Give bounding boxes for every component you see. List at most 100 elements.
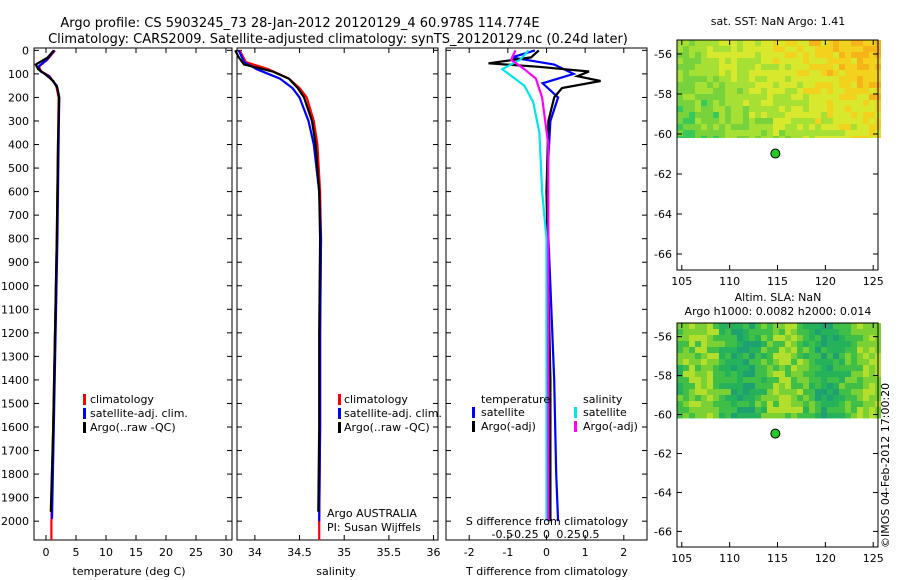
map-cell <box>821 112 827 118</box>
map-cell <box>851 46 857 52</box>
map-cell <box>761 401 767 407</box>
map-cell <box>689 94 695 100</box>
map-cell <box>677 118 683 124</box>
map-cell <box>701 359 707 365</box>
map-cell <box>683 76 689 82</box>
map-cell <box>755 124 761 130</box>
map-cell <box>761 365 767 371</box>
map-cell <box>695 124 701 130</box>
map-cell <box>755 76 761 82</box>
plot-frame <box>33 47 233 541</box>
map-cell <box>695 341 701 347</box>
map-cell <box>677 389 683 395</box>
map-cell <box>773 52 779 58</box>
map-cell <box>731 395 737 401</box>
map-cell <box>761 335 767 341</box>
map-cell <box>755 323 761 329</box>
map-cell <box>857 124 863 130</box>
map-cell <box>713 112 719 118</box>
map-cell <box>677 136 683 138</box>
map-cell <box>743 347 749 353</box>
map-cell <box>797 383 803 389</box>
map-cell <box>821 106 827 112</box>
map-cell <box>851 112 857 118</box>
sla-map-subtitle: Argo h1000: 0.0082 h2000: 0.014 <box>685 305 872 318</box>
map-cell <box>683 112 689 118</box>
map-cell <box>743 413 749 419</box>
map-cell <box>773 323 779 329</box>
salinity-xlabel: salinity <box>316 565 356 578</box>
map-cell <box>755 88 761 94</box>
map-cell <box>743 76 749 82</box>
map-cell <box>851 401 857 407</box>
map-cell <box>689 383 695 389</box>
map-cell <box>791 329 797 335</box>
map-cell <box>695 365 701 371</box>
map-cell <box>785 377 791 383</box>
map-cell <box>701 407 707 413</box>
map-cell <box>719 401 725 407</box>
map-cell <box>857 94 863 100</box>
map-cell <box>779 130 785 136</box>
map-cell <box>701 94 707 100</box>
map-cell <box>827 112 833 118</box>
map-cell <box>701 347 707 353</box>
map-cell <box>845 76 851 82</box>
map-cell <box>779 407 785 413</box>
map-cell <box>827 341 833 347</box>
map-cell <box>839 347 845 353</box>
map-cell <box>869 124 875 130</box>
map-cell <box>683 88 689 94</box>
map-cell <box>797 58 803 64</box>
map-cell <box>839 341 845 347</box>
map-cell <box>737 76 743 82</box>
map-cell <box>749 389 755 395</box>
map-cell <box>845 377 851 383</box>
map-cell <box>803 365 809 371</box>
map-cell <box>773 40 779 46</box>
map-cell <box>689 136 695 138</box>
map-cell <box>743 401 749 407</box>
map-cell <box>803 124 809 130</box>
map-cell <box>785 383 791 389</box>
y-tick-label: 500 <box>8 162 29 175</box>
x-tick-label: -2 <box>464 546 475 559</box>
map-cell <box>731 94 737 100</box>
s-tick-label: 0.25 <box>556 528 581 541</box>
map-cell <box>701 100 707 106</box>
map-cell <box>791 413 797 419</box>
map-cell <box>719 130 725 136</box>
map-cell <box>737 58 743 64</box>
y-tick-label: 1100 <box>1 303 29 316</box>
map-cell <box>845 371 851 377</box>
map-cell <box>713 335 719 341</box>
map-cell <box>725 82 731 88</box>
map-cell <box>803 136 809 138</box>
map-cell <box>683 335 689 341</box>
map-cell <box>863 124 869 130</box>
map-cell <box>869 118 875 124</box>
map-cell <box>719 377 725 383</box>
map-cell <box>863 70 869 76</box>
map-cell <box>677 323 683 329</box>
map-cell <box>695 52 701 58</box>
map-cell <box>821 377 827 383</box>
map-cell <box>755 413 761 419</box>
map-cell <box>827 82 833 88</box>
map-cell <box>767 118 773 124</box>
map-cell <box>743 323 749 329</box>
map-cell <box>707 118 713 124</box>
map-cell <box>851 413 857 419</box>
map-cell <box>677 329 683 335</box>
map-cell <box>689 401 695 407</box>
map-cell <box>737 359 743 365</box>
map-cell <box>743 64 749 70</box>
map-cell <box>695 118 701 124</box>
map-cell <box>725 347 731 353</box>
map-cell <box>779 46 785 52</box>
map-cell <box>833 377 839 383</box>
map-cell <box>833 383 839 389</box>
map-cell <box>767 112 773 118</box>
map-cell <box>857 46 863 52</box>
map-cell <box>773 377 779 383</box>
